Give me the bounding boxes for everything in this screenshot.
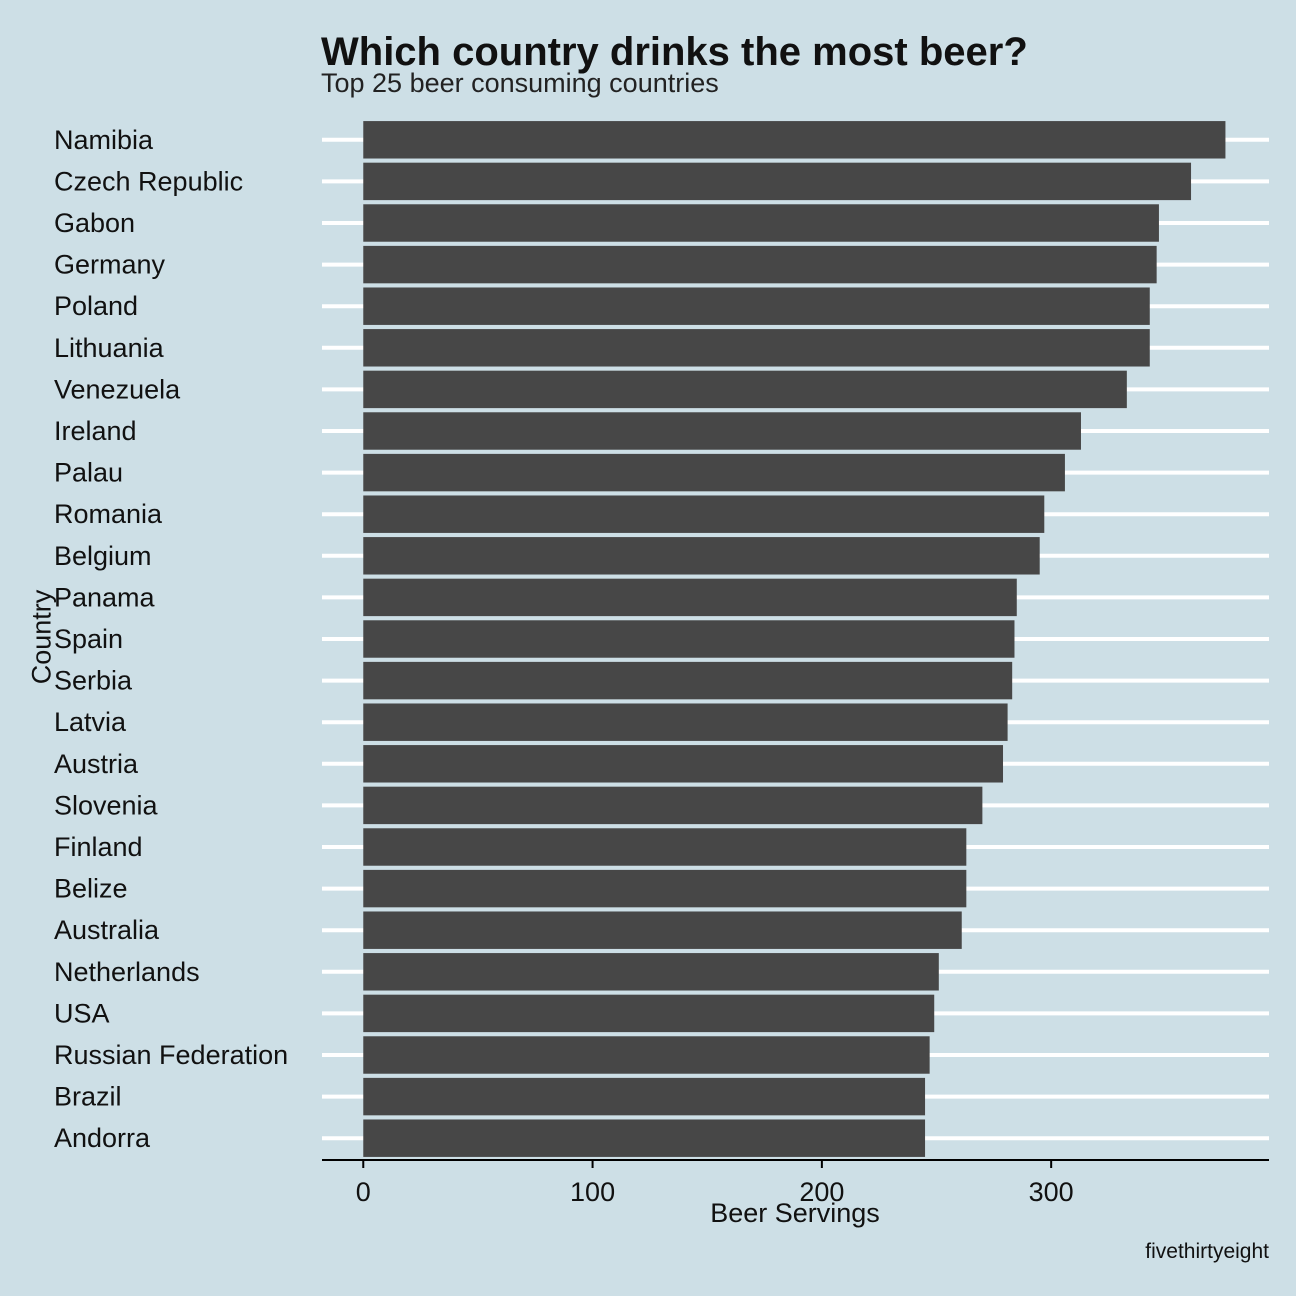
- y-tick-label: Gabon: [54, 208, 135, 238]
- y-tick-label: Finland: [54, 832, 143, 862]
- y-tick-label: Venezuela: [54, 374, 181, 404]
- y-tick-label: Namibia: [54, 125, 154, 155]
- y-tick-label: Germany: [54, 250, 166, 280]
- bar: [363, 620, 1015, 658]
- bar: [363, 1119, 926, 1157]
- bar: [363, 745, 1004, 783]
- bar: [363, 1077, 926, 1116]
- bar: [363, 370, 1127, 409]
- y-tick-label: Palau: [54, 458, 123, 488]
- bar: [363, 703, 1008, 741]
- y-tick-label: Ireland: [54, 416, 137, 446]
- bar: [363, 661, 1013, 700]
- bar: [363, 786, 983, 825]
- bar: [363, 412, 1081, 450]
- y-tick-label: USA: [54, 998, 110, 1028]
- y-tick-label: Andorra: [54, 1123, 151, 1153]
- y-tick-label: Panama: [54, 582, 156, 612]
- bar: [363, 245, 1157, 284]
- y-tick-label: Poland: [54, 291, 138, 321]
- chart-title: Which country drinks the most beer?: [321, 30, 1028, 74]
- chart-subtitle: Top 25 beer consuming countries: [321, 68, 719, 98]
- source-caption: fivethirtyeight: [1145, 1240, 1269, 1263]
- x-tick-label: 100: [570, 1177, 615, 1207]
- bar: [363, 994, 935, 1033]
- bar: [363, 953, 939, 991]
- y-tick-label: Russian Federation: [54, 1040, 288, 1070]
- y-axis-title: Country: [26, 589, 57, 685]
- y-tick-label: Netherlands: [54, 957, 200, 987]
- bar: [363, 162, 1192, 201]
- bar: [363, 121, 1226, 159]
- bar: [363, 911, 962, 949]
- y-tick-label: Latvia: [54, 707, 127, 737]
- y-tick-label: Belize: [54, 874, 128, 904]
- bar: [363, 204, 1159, 242]
- x-tick-label: 0: [356, 1177, 371, 1207]
- y-tick-label: Slovenia: [54, 790, 159, 820]
- y-tick-label: Belgium: [54, 541, 152, 571]
- y-tick-label: Romania: [54, 499, 163, 529]
- bar: [363, 329, 1150, 367]
- bar: [363, 578, 1017, 617]
- y-tick-label: Czech Republic: [54, 166, 243, 196]
- y-tick-label: Australia: [54, 915, 160, 945]
- y-tick-label: Brazil: [54, 1082, 122, 1112]
- bar: [363, 828, 967, 866]
- y-tick-label: Serbia: [54, 666, 133, 696]
- x-tick-label: 300: [1029, 1177, 1074, 1207]
- bar: [363, 495, 1045, 533]
- x-tick-label: 200: [799, 1177, 844, 1207]
- y-tick-label: Lithuania: [54, 333, 165, 363]
- bar: [363, 1036, 930, 1074]
- bar: [363, 537, 1040, 575]
- bar: [363, 453, 1065, 492]
- bar: [363, 869, 967, 908]
- bar: [363, 287, 1150, 325]
- x-axis-title: Beer Servings: [710, 1198, 880, 1228]
- y-tick-label: Spain: [54, 624, 123, 654]
- y-tick-label: Austria: [54, 749, 139, 779]
